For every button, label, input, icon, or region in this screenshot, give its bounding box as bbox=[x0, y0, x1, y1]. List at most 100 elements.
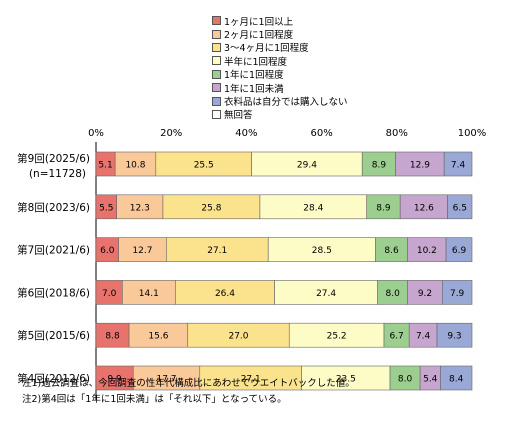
bar-segment bbox=[443, 151, 473, 177]
data-label: 9.9 bbox=[107, 375, 122, 385]
footnotes: 注1)過去調査は、今回調査の性年代構成比にあわせてウエイトバックした値。 注2)… bbox=[22, 376, 355, 408]
legend-label: 衣料品は自分では購入しない bbox=[224, 97, 348, 109]
x-tick-label: 100% bbox=[458, 128, 487, 139]
data-label: 12.7 bbox=[132, 246, 152, 256]
bar-segment bbox=[445, 237, 473, 262]
bar-segment bbox=[95, 322, 130, 348]
footnote-2: 注2)第4回は「1年に1回未満」は「それ以下」となっている。 bbox=[22, 394, 287, 405]
data-label: 27.4 bbox=[316, 289, 336, 299]
legend: 1ヶ月に1回以上 2ヶ月に1回程度 3〜4ヶ月に1回程度 半年に1回程度 1年に1回程度… bbox=[212, 14, 348, 121]
category-label: 第9回(2025/6) bbox=[17, 152, 90, 165]
category-label: 第7回(2021/6) bbox=[17, 244, 90, 257]
data-label: 10.8 bbox=[125, 161, 145, 171]
category-label: 第8回(2023/6) bbox=[17, 201, 90, 214]
legend-item: 3〜4ヶ月に1回程度 bbox=[212, 41, 348, 54]
data-label: 5.1 bbox=[98, 161, 112, 171]
data-label: 25.8 bbox=[201, 203, 221, 213]
data-label: 6.0 bbox=[100, 246, 115, 256]
bar-segment bbox=[436, 322, 473, 348]
bar-segment bbox=[361, 151, 396, 177]
bar-segment bbox=[441, 280, 473, 305]
data-label: 15.6 bbox=[148, 332, 168, 342]
bar-segment bbox=[407, 237, 447, 262]
legend-item: 1ヶ月に1回以上 bbox=[212, 14, 348, 28]
legend-swatch bbox=[212, 42, 221, 52]
data-label: 27.1 bbox=[207, 246, 227, 256]
bar-segment bbox=[166, 237, 269, 262]
bar-segment bbox=[408, 322, 438, 348]
bar-segment bbox=[114, 151, 157, 177]
legend-swatch bbox=[212, 96, 221, 106]
legend-swatch bbox=[212, 69, 221, 79]
data-label: 29.4 bbox=[297, 161, 317, 171]
data-label: 8.4 bbox=[449, 375, 464, 385]
data-label: 8.6 bbox=[384, 246, 399, 256]
bar-segment bbox=[389, 365, 421, 391]
bar-segment bbox=[199, 365, 302, 391]
data-label: 8.8 bbox=[105, 332, 120, 342]
data-label: 28.5 bbox=[312, 246, 332, 256]
data-label: 28.4 bbox=[303, 203, 323, 213]
bar-segment bbox=[383, 322, 410, 348]
data-label: 5.4 bbox=[423, 375, 438, 385]
data-label: 25.2 bbox=[327, 332, 347, 342]
bar-segment bbox=[118, 237, 167, 262]
legend-item: 1年に1回程度 bbox=[212, 68, 348, 81]
data-label: 5.5 bbox=[99, 203, 113, 213]
bar-segment bbox=[116, 194, 164, 220]
data-label: 27.0 bbox=[228, 332, 248, 342]
legend-label: 3〜4ヶ月に1回程度 bbox=[224, 43, 309, 55]
data-label: 17.7 bbox=[156, 375, 176, 385]
footnote-1: 注1)過去調査は、今回調査の性年代構成比にあわせてウエイトバックした値。 bbox=[22, 378, 355, 389]
legend-item: 1年に1回未満 bbox=[212, 81, 348, 95]
legend-swatch bbox=[212, 83, 221, 93]
bar-segment bbox=[377, 280, 409, 305]
bar-segment bbox=[259, 194, 368, 220]
bar-segment bbox=[375, 237, 409, 262]
data-label: 7.0 bbox=[102, 289, 117, 299]
data-label: 7.9 bbox=[450, 289, 465, 299]
legend-label: 1年に1回未満 bbox=[224, 83, 284, 95]
legend-swatch bbox=[212, 56, 221, 66]
legend-item: 衣料品は自分では購入しない bbox=[212, 94, 348, 109]
x-tick-label: 60% bbox=[310, 128, 332, 139]
legend-swatch bbox=[212, 29, 221, 39]
data-label: 8.9 bbox=[376, 203, 391, 213]
bar-segment bbox=[288, 322, 385, 348]
data-label: 12.9 bbox=[410, 161, 430, 171]
data-label: 23.5 bbox=[336, 375, 356, 385]
data-label: 14.1 bbox=[139, 289, 159, 299]
x-tick-label: 0% bbox=[88, 128, 104, 139]
data-label: 6.7 bbox=[389, 332, 403, 342]
data-label: 7.4 bbox=[451, 161, 466, 171]
data-label: 25.5 bbox=[194, 161, 214, 171]
legend-label: 1年に1回程度 bbox=[224, 70, 284, 82]
legend-label: 2ヶ月に1回程度 bbox=[224, 30, 294, 42]
data-label: 7.4 bbox=[416, 332, 431, 342]
legend-swatch bbox=[212, 16, 221, 26]
legend-item: 無回答 bbox=[212, 108, 348, 121]
data-label: 8.0 bbox=[398, 375, 413, 385]
data-label: 8.0 bbox=[385, 289, 400, 299]
legend-label: 1ヶ月に1回以上 bbox=[224, 16, 294, 28]
bar-segment bbox=[251, 151, 363, 177]
bar-segment bbox=[301, 365, 391, 391]
data-label: 9.2 bbox=[418, 289, 432, 299]
legend-item: 2ヶ月に1回程度 bbox=[212, 27, 348, 42]
bar-segment bbox=[395, 151, 445, 177]
x-tick-label: 20% bbox=[160, 128, 182, 139]
data-label: 26.4 bbox=[215, 289, 235, 299]
bar-segment bbox=[440, 365, 473, 391]
data-label: 8.9 bbox=[372, 161, 387, 171]
bar-segment bbox=[447, 194, 473, 220]
bar-segment bbox=[175, 280, 275, 305]
category-sublabel: (n=11728) bbox=[29, 168, 86, 180]
data-label: 27.1 bbox=[241, 375, 261, 385]
legend-item: 半年に1回程度 bbox=[212, 54, 348, 68]
category-label: 第4回(2012/6) bbox=[17, 372, 90, 385]
bar-segment bbox=[274, 280, 378, 305]
x-tick-label: 40% bbox=[235, 128, 257, 139]
x-tick-label: 80% bbox=[386, 128, 408, 139]
bar-segment bbox=[267, 237, 376, 262]
